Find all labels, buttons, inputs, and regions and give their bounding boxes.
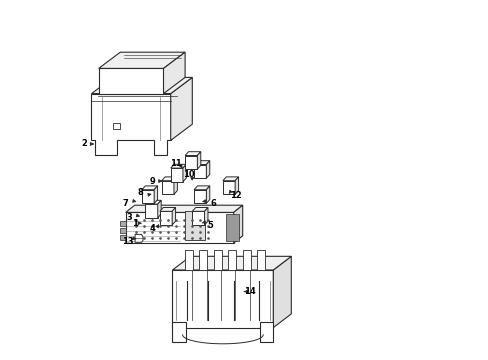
Polygon shape	[142, 186, 157, 190]
Polygon shape	[154, 186, 157, 203]
Polygon shape	[125, 205, 242, 212]
Text: 10: 10	[183, 170, 194, 179]
Text: 5: 5	[207, 220, 213, 230]
Polygon shape	[185, 211, 204, 240]
Polygon shape	[194, 190, 206, 203]
Polygon shape	[226, 214, 239, 241]
Polygon shape	[233, 205, 242, 243]
Polygon shape	[185, 152, 201, 156]
Polygon shape	[162, 177, 177, 181]
Polygon shape	[99, 68, 163, 94]
Polygon shape	[170, 77, 192, 140]
Text: 4: 4	[149, 224, 155, 233]
Text: 2: 2	[81, 139, 87, 148]
Polygon shape	[162, 181, 174, 194]
Polygon shape	[160, 211, 172, 225]
Polygon shape	[199, 250, 207, 270]
Text: 12: 12	[229, 191, 241, 199]
Text: 1: 1	[131, 219, 137, 228]
Text: 14: 14	[244, 287, 255, 296]
Polygon shape	[197, 152, 201, 169]
Polygon shape	[194, 186, 209, 190]
Polygon shape	[170, 164, 186, 168]
Polygon shape	[206, 186, 209, 203]
Text: 3: 3	[126, 213, 132, 222]
Polygon shape	[194, 161, 209, 165]
Polygon shape	[206, 161, 209, 178]
Polygon shape	[174, 177, 177, 194]
Polygon shape	[163, 52, 185, 94]
Polygon shape	[99, 52, 185, 68]
Polygon shape	[125, 212, 233, 243]
Polygon shape	[192, 207, 207, 211]
Polygon shape	[192, 211, 204, 225]
Polygon shape	[213, 250, 222, 270]
Text: 7: 7	[122, 199, 128, 208]
Polygon shape	[91, 77, 192, 94]
Polygon shape	[120, 228, 126, 233]
Polygon shape	[183, 164, 186, 182]
Text: 6: 6	[210, 199, 216, 208]
Text: 13: 13	[122, 237, 133, 246]
Polygon shape	[172, 322, 186, 342]
Text: 8: 8	[137, 188, 142, 197]
Polygon shape	[120, 235, 126, 240]
Polygon shape	[204, 207, 207, 225]
Polygon shape	[135, 234, 142, 242]
Polygon shape	[170, 168, 183, 182]
Polygon shape	[259, 322, 273, 342]
Polygon shape	[172, 207, 175, 225]
Polygon shape	[172, 270, 273, 328]
Polygon shape	[223, 177, 238, 181]
Polygon shape	[158, 200, 161, 218]
Polygon shape	[145, 204, 158, 218]
Polygon shape	[194, 165, 206, 178]
Polygon shape	[160, 207, 175, 211]
Polygon shape	[242, 250, 250, 270]
Polygon shape	[235, 177, 238, 194]
Polygon shape	[223, 181, 235, 194]
Polygon shape	[257, 250, 264, 270]
Polygon shape	[273, 256, 291, 328]
Polygon shape	[91, 94, 170, 155]
Polygon shape	[185, 156, 197, 169]
Polygon shape	[145, 200, 161, 204]
Polygon shape	[228, 250, 236, 270]
Polygon shape	[120, 221, 126, 226]
Bar	[113, 123, 120, 129]
Polygon shape	[142, 190, 154, 203]
Polygon shape	[172, 256, 291, 270]
Text: 11: 11	[170, 159, 182, 168]
Text: 9: 9	[149, 177, 155, 186]
Polygon shape	[185, 250, 193, 270]
